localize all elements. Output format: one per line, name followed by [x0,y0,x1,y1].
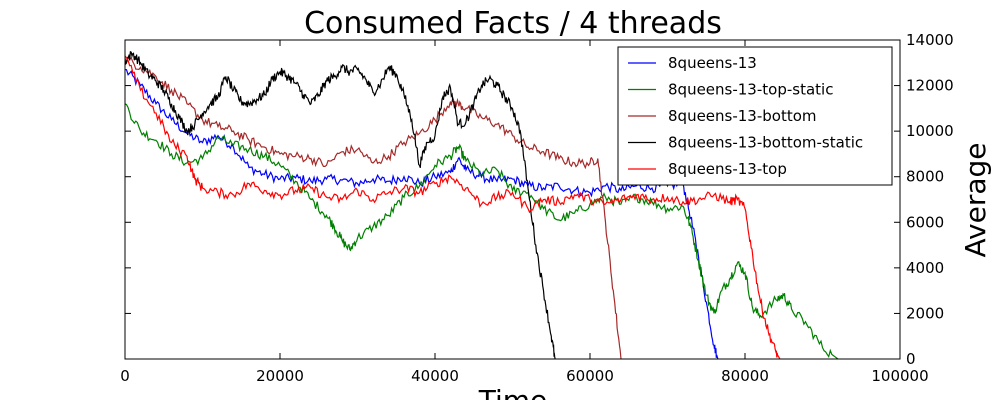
y-axis-label: Average [959,143,992,258]
y-tick-label: 6000 [906,213,944,231]
x-tick-label: 20000 [256,367,304,385]
y-tick-label: 10000 [906,122,954,140]
y-tick-label: 2000 [906,304,944,322]
y-tick-label: 12000 [906,77,954,95]
series-line-3 [124,56,622,360]
x-tick-label: 0 [120,367,130,385]
y-tick-label: 14000 [906,31,954,49]
x-tick-label: 80000 [721,367,769,385]
y-tick-label: 0 [906,350,916,368]
legend: 8queens-13 8queens-13-top-static 8queens-1… [617,46,893,186]
y-tick-label: 8000 [906,168,944,186]
legend-label: 8queens-13-bottom-static [668,134,863,152]
x-axis: 0 20000 40000 60000 80000 100000 [120,40,929,385]
plot-frame [124,39,901,360]
chart-title: Consumed Facts / 4 threads [304,6,722,41]
legend-label: 8queens-13 [668,54,757,72]
legend-label: 8queens-13-top-static [668,81,833,99]
series-line-4 [124,50,556,360]
legend-label: 8queens-13-bottom [668,107,817,125]
series-line-5 [124,55,781,360]
series-line-1 [124,69,719,360]
legend-label: 8queens-13-top [668,160,787,178]
x-tick-label: 60000 [566,367,614,385]
x-axis-label: Time [478,384,548,400]
x-tick-label: 40000 [411,367,459,385]
legend-box [617,46,893,186]
x-tick-label: 100000 [871,367,928,385]
series-line-2 [124,103,839,360]
y-axis: 0 2000 4000 6000 8000 10000 12000 14000 [125,31,954,368]
series-lines [124,50,839,360]
y-tick-label: 4000 [906,259,944,277]
